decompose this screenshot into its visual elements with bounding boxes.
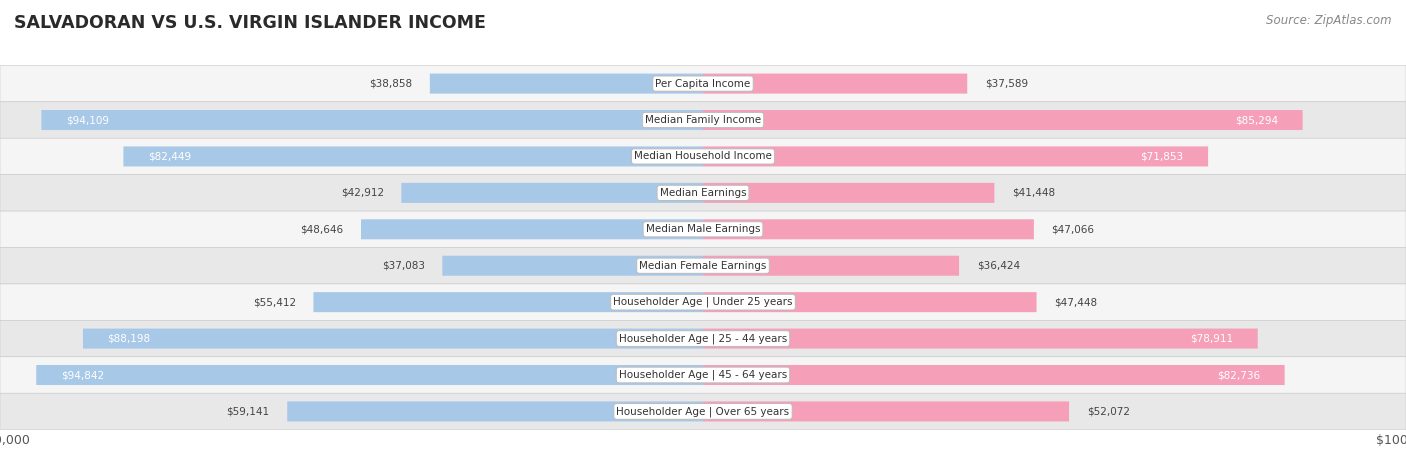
FancyBboxPatch shape — [0, 393, 1406, 430]
FancyBboxPatch shape — [703, 219, 1033, 239]
FancyBboxPatch shape — [0, 357, 1406, 393]
FancyBboxPatch shape — [83, 329, 703, 348]
Text: $94,842: $94,842 — [60, 370, 104, 380]
FancyBboxPatch shape — [703, 183, 994, 203]
Text: $71,853: $71,853 — [1140, 151, 1184, 162]
FancyBboxPatch shape — [703, 256, 959, 276]
FancyBboxPatch shape — [703, 74, 967, 93]
Text: $42,912: $42,912 — [340, 188, 384, 198]
Text: Source: ZipAtlas.com: Source: ZipAtlas.com — [1267, 14, 1392, 27]
FancyBboxPatch shape — [314, 292, 703, 312]
FancyBboxPatch shape — [703, 365, 1285, 385]
Text: $94,109: $94,109 — [66, 115, 110, 125]
FancyBboxPatch shape — [41, 110, 703, 130]
Text: Median Household Income: Median Household Income — [634, 151, 772, 162]
Text: Householder Age | 45 - 64 years: Householder Age | 45 - 64 years — [619, 370, 787, 380]
Text: $38,858: $38,858 — [370, 78, 412, 89]
FancyBboxPatch shape — [703, 110, 1302, 130]
FancyBboxPatch shape — [287, 402, 703, 421]
FancyBboxPatch shape — [703, 292, 1036, 312]
FancyBboxPatch shape — [124, 147, 703, 166]
Text: $85,294: $85,294 — [1234, 115, 1278, 125]
FancyBboxPatch shape — [0, 138, 1406, 175]
Text: $47,448: $47,448 — [1054, 297, 1097, 307]
FancyBboxPatch shape — [361, 219, 703, 239]
Text: $36,424: $36,424 — [977, 261, 1019, 271]
FancyBboxPatch shape — [37, 365, 703, 385]
Text: $78,911: $78,911 — [1189, 333, 1233, 344]
FancyBboxPatch shape — [703, 402, 1069, 421]
Text: Median Earnings: Median Earnings — [659, 188, 747, 198]
Text: $82,736: $82,736 — [1218, 370, 1260, 380]
FancyBboxPatch shape — [703, 329, 1258, 348]
FancyBboxPatch shape — [0, 102, 1406, 138]
Text: $37,083: $37,083 — [382, 261, 425, 271]
Text: Median Female Earnings: Median Female Earnings — [640, 261, 766, 271]
FancyBboxPatch shape — [0, 65, 1406, 102]
FancyBboxPatch shape — [0, 248, 1406, 284]
FancyBboxPatch shape — [0, 211, 1406, 248]
FancyBboxPatch shape — [430, 74, 703, 93]
Text: $59,141: $59,141 — [226, 406, 270, 417]
Text: $47,066: $47,066 — [1052, 224, 1094, 234]
Text: Median Family Income: Median Family Income — [645, 115, 761, 125]
FancyBboxPatch shape — [0, 320, 1406, 357]
Text: $48,646: $48,646 — [301, 224, 343, 234]
FancyBboxPatch shape — [0, 175, 1406, 211]
Legend: Salvadoran, U.S. Virgin Islander: Salvadoran, U.S. Virgin Islander — [574, 466, 832, 467]
Text: Median Male Earnings: Median Male Earnings — [645, 224, 761, 234]
Text: $52,072: $52,072 — [1087, 406, 1129, 417]
Text: $88,198: $88,198 — [108, 333, 150, 344]
FancyBboxPatch shape — [703, 147, 1208, 166]
FancyBboxPatch shape — [0, 284, 1406, 320]
Text: SALVADORAN VS U.S. VIRGIN ISLANDER INCOME: SALVADORAN VS U.S. VIRGIN ISLANDER INCOM… — [14, 14, 486, 32]
Text: $55,412: $55,412 — [253, 297, 295, 307]
Text: $41,448: $41,448 — [1012, 188, 1054, 198]
FancyBboxPatch shape — [443, 256, 703, 276]
Text: $37,589: $37,589 — [984, 78, 1028, 89]
Text: Householder Age | 25 - 44 years: Householder Age | 25 - 44 years — [619, 333, 787, 344]
FancyBboxPatch shape — [401, 183, 703, 203]
Text: Householder Age | Over 65 years: Householder Age | Over 65 years — [616, 406, 790, 417]
Text: Per Capita Income: Per Capita Income — [655, 78, 751, 89]
Text: $82,449: $82,449 — [148, 151, 191, 162]
Text: Householder Age | Under 25 years: Householder Age | Under 25 years — [613, 297, 793, 307]
